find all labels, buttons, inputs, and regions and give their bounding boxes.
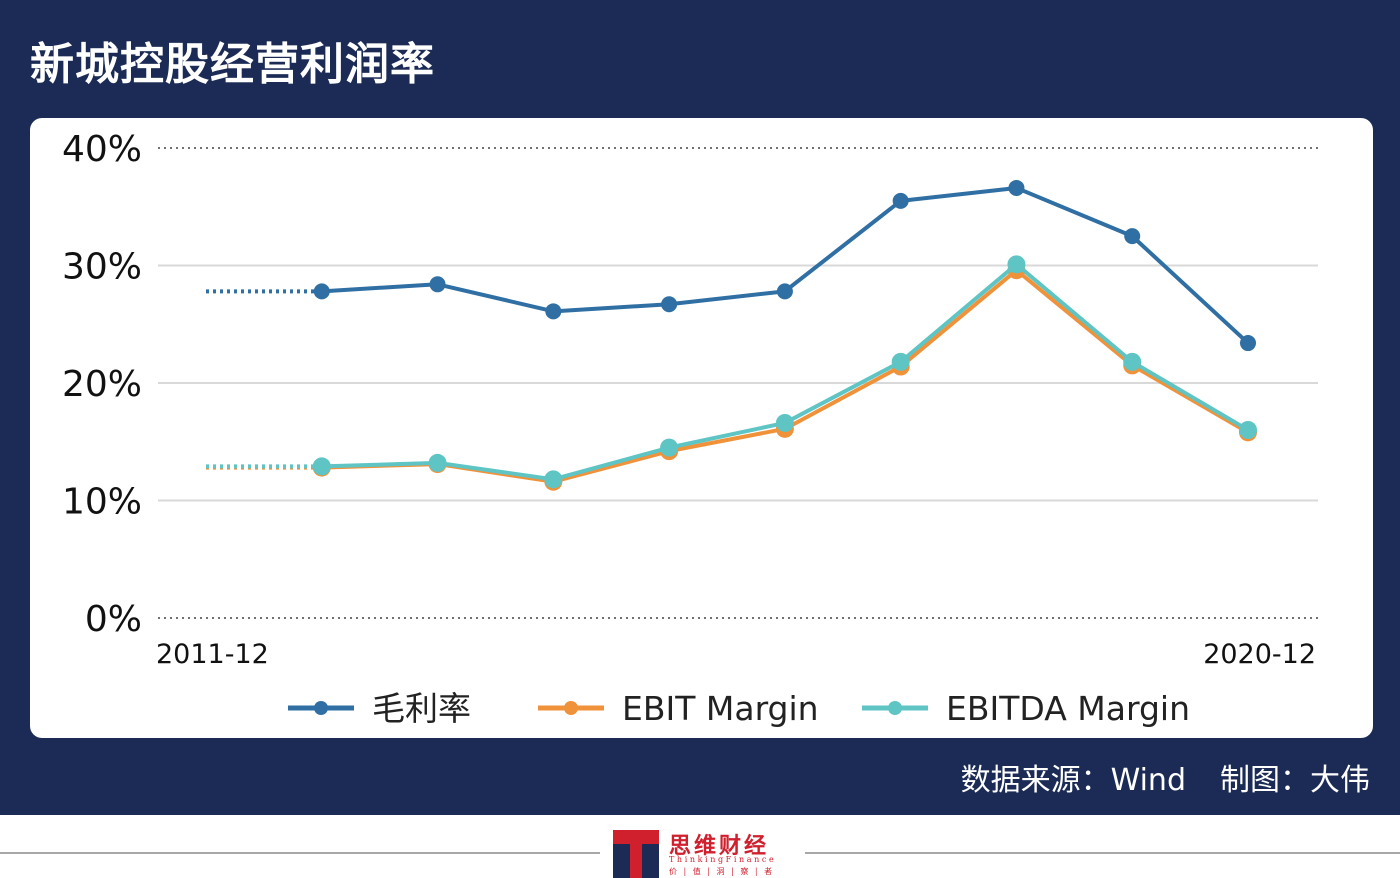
data-point	[1239, 421, 1257, 439]
data-point	[775, 413, 794, 432]
data-point	[1240, 335, 1256, 352]
data-point	[1007, 255, 1026, 274]
y-tick-label: 20%	[62, 364, 142, 405]
logo-name-cn: 思维财经	[669, 834, 770, 859]
data-point	[428, 453, 447, 472]
series-line	[321, 268, 1250, 484]
data-point	[545, 303, 562, 320]
logo-tagline: 价 | 值 | 洞 | 察 | 者	[669, 867, 775, 876]
data-point	[313, 283, 330, 300]
data-point	[544, 470, 563, 489]
data-point	[891, 352, 910, 371]
footer-divider-left	[0, 852, 600, 854]
legend-swatch-marker	[888, 701, 902, 715]
data-point	[776, 283, 793, 300]
data-point	[1123, 352, 1142, 371]
credit-line: 数据来源：Wind 制图：大伟	[961, 755, 1370, 799]
footer-divider-right	[805, 852, 1400, 854]
logo-name-en: ThinkingFinance	[669, 855, 777, 864]
data-source: 数据来源：Wind	[960, 763, 1186, 798]
data-point	[1124, 228, 1141, 245]
brand-logo: 思维财经 ThinkingFinance 价 | 值 | 洞 | 察 | 者	[613, 828, 803, 878]
chart-author: 制图：大伟	[1220, 763, 1370, 798]
chart-title: 新城控股经营利润率	[30, 39, 435, 90]
data-point	[660, 438, 679, 457]
data-point	[892, 192, 909, 209]
chart-card: 0% 10% 20% 30% 40% 2011-12 2020-12 毛利率 EBIT Marg…	[30, 118, 1373, 738]
legend-label: EBITDA Margin	[946, 689, 1190, 728]
legend-swatch-marker	[314, 701, 328, 715]
legend-label: EBIT Margin	[622, 689, 819, 728]
y-tick-label: 0%	[85, 599, 142, 640]
line-chart: 0% 10% 20% 30% 40% 2011-12 2020-12 毛利率 EBIT Marg…	[62, 129, 1318, 728]
logo-t-icon	[613, 830, 659, 878]
y-tick-label: 30%	[62, 247, 142, 288]
data-point	[429, 276, 446, 293]
x-tick-label: 2020-12	[1203, 639, 1316, 670]
legend-swatch-marker	[564, 701, 578, 715]
y-tick-label: 40%	[62, 129, 142, 170]
data-point	[312, 457, 331, 476]
data-point	[1008, 179, 1025, 196]
y-tick-label: 10%	[62, 482, 142, 523]
legend-label: 毛利率	[372, 689, 471, 728]
chart-frame: 新城控股经营利润率 0% 10% 20% 30% 40% 2011-12 2020-12 毛利…	[0, 0, 1400, 815]
data-point	[661, 296, 678, 313]
x-tick-label: 2011-12	[156, 639, 269, 670]
